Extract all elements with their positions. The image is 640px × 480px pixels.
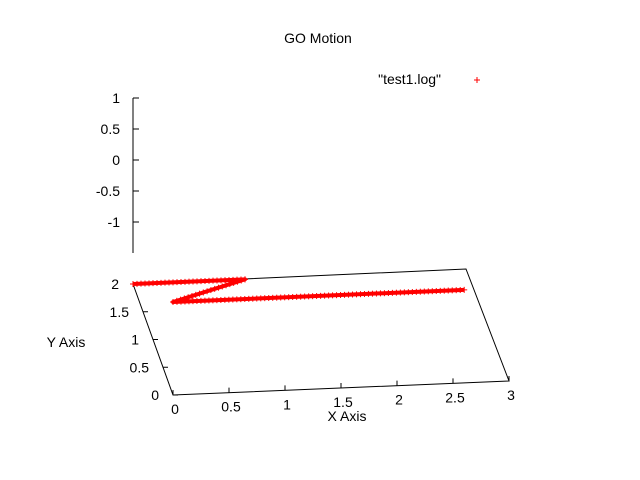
z-tick-label: 0: [112, 152, 120, 168]
x-tick-label: 1.5: [333, 394, 353, 410]
data-point-marker: [461, 286, 468, 293]
data-point-marker: [200, 289, 207, 296]
data-point-marker: [211, 285, 218, 292]
x-axis-ticks: 0 0.5 1 1.5 2 2.5 3: [171, 375, 515, 417]
data-point-marker: [188, 293, 195, 300]
x-tick-label: 2.5: [445, 389, 465, 405]
data-point-marker: [219, 283, 226, 290]
y-axis-title: Y Axis: [47, 334, 86, 350]
data-point-marker: [242, 276, 248, 283]
z-tick-label: 1: [112, 90, 120, 106]
z-axis-ticks: 1 0.5 0 -0.5 -1: [96, 90, 139, 230]
x-tick-label: 1: [283, 396, 291, 412]
series-test1-log: [130, 276, 468, 305]
data-point-marker: [474, 77, 480, 83]
data-point-marker: [185, 294, 192, 301]
x-tick-label: 2: [395, 392, 403, 408]
data-point-marker: [238, 277, 245, 284]
z-tick-label: -0.5: [96, 183, 120, 199]
data-point-marker: [226, 281, 233, 288]
x-tick-label: 3: [507, 387, 515, 403]
data-point-marker: [234, 278, 241, 285]
x-axis-title: X Axis: [328, 408, 367, 424]
data-point-marker: [223, 282, 230, 289]
chart-title: GO Motion: [284, 30, 352, 46]
data-point-marker: [196, 290, 203, 297]
data-point-marker: [181, 295, 188, 302]
y-tick-label: 2: [111, 276, 119, 292]
y-tick-label: 1.5: [110, 304, 130, 320]
data-point-marker: [230, 279, 237, 286]
z-tick-label: 0.5: [101, 121, 121, 137]
data-point-marker: [192, 291, 199, 298]
data-point-marker: [207, 287, 214, 294]
legend: "test1.log": [378, 71, 480, 87]
base-plane: [132, 268, 510, 396]
legend-label: "test1.log": [378, 71, 441, 87]
data-point-marker: [215, 284, 222, 291]
x-tick-label: 0: [171, 401, 179, 417]
x-tick-label: 0.5: [221, 399, 241, 415]
y-tick-label: 1: [131, 332, 139, 348]
y-tick-label: 0: [151, 387, 159, 403]
z-tick-label: -1: [108, 214, 121, 230]
y-tick-label: 0.5: [130, 359, 150, 375]
legend-marker-plus: [474, 77, 480, 83]
data-point-marker: [204, 288, 211, 295]
